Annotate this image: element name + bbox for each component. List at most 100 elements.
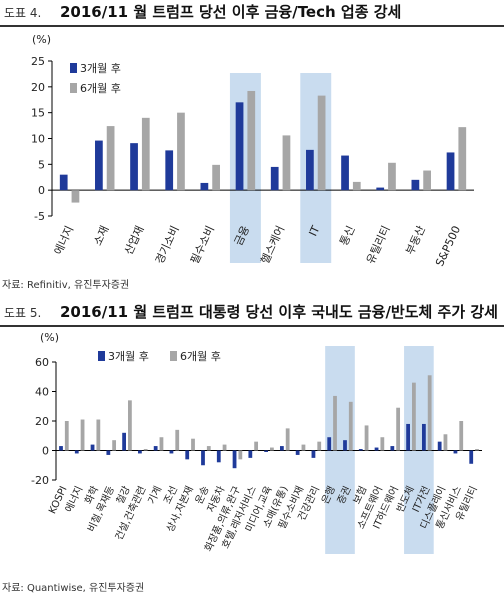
bar-s2-1 — [71, 190, 80, 203]
category-label-11: 부동산 — [403, 224, 428, 257]
bar-s1-17 — [311, 450, 316, 458]
highlight-band-2 — [300, 73, 332, 263]
bar-s1-3 — [90, 444, 95, 451]
bar-s1-22 — [390, 446, 395, 451]
bar-s2-27 — [475, 449, 479, 451]
bar-s2-19 — [348, 401, 353, 451]
bar-s1-10 — [376, 187, 385, 191]
bar-s2-12 — [458, 127, 467, 191]
bar-s1-1 — [59, 174, 68, 191]
figure-4-label: 도표 4. — [4, 6, 42, 20]
bar-s2-5 — [212, 164, 220, 191]
y-tick-label-0: -20 — [31, 474, 49, 487]
figure-4-source: 자료: Refinitiv, 유진투자증권 — [2, 280, 130, 291]
y-tick-label-4: 15 — [31, 107, 45, 120]
category-label-1: 에너지 — [52, 224, 77, 257]
bar-s2-5 — [128, 400, 132, 451]
figure-5-title-bar: 도표 5. 2016/11 월 트럼프 대통령 당선 이후 국내도 금융/반도체… — [0, 300, 504, 326]
category-label-3: 산업재 — [122, 224, 147, 257]
bar-s2-2 — [106, 126, 115, 191]
bar-s1-11 — [216, 450, 221, 463]
category-label-9: 통신 — [337, 224, 357, 248]
bar-s2-6 — [143, 449, 148, 451]
bar-s2-11 — [222, 444, 227, 451]
bar-s2-13 — [254, 441, 259, 451]
legend-swatch-2 — [170, 351, 177, 361]
bar-s2-20 — [364, 425, 369, 451]
bar-s2-14 — [270, 447, 274, 451]
legend-label-1: 3개월 후 — [108, 350, 149, 363]
bar-s2-3 — [141, 117, 150, 191]
bar-s2-1 — [64, 421, 69, 451]
bar-s1-26 — [453, 450, 458, 454]
bar-s2-21 — [380, 437, 385, 451]
bar-s1-12 — [232, 450, 237, 469]
bar-s2-6 — [247, 90, 256, 191]
bar-s1-12 — [446, 152, 455, 191]
legend-swatch-1 — [98, 351, 105, 361]
bar-s1-1 — [59, 446, 63, 451]
y-tick-label-5: 20 — [31, 81, 45, 94]
bar-s1-25 — [437, 441, 442, 451]
chart-korea-sector-returns: -200204060(%)KOSPI에너지화학비철,목재등철강건설,건축관련기계… — [31, 331, 482, 554]
legend-label-2: 6개월 후 — [180, 350, 221, 363]
category-label-4: 경기소비 — [153, 224, 182, 266]
bar-s2-15 — [285, 428, 290, 451]
bar-s1-5 — [122, 432, 126, 451]
bar-s1-9 — [185, 450, 190, 460]
bar-s1-23 — [406, 423, 410, 451]
figure-4-title-bar: 도표 4. 2016/11 월 트럼프 당선 이후 금융/Tech 업종 강세 — [0, 0, 504, 26]
figure-4-title-rule — [0, 25, 504, 27]
bar-s1-10 — [201, 450, 205, 466]
bar-s1-20 — [358, 449, 363, 451]
category-label-7: 헬스케어 — [258, 224, 287, 266]
bar-s1-14 — [264, 450, 268, 452]
legend-swatch-1 — [70, 63, 77, 73]
bar-s1-13 — [248, 450, 253, 458]
bar-s2-3 — [96, 419, 101, 451]
bar-s1-4 — [106, 450, 111, 455]
legend-label-2: 6개월 후 — [80, 82, 121, 95]
y-tick-label-1: 0 — [42, 445, 49, 458]
category-label-5: 필수소비 — [188, 224, 217, 266]
bar-s2-11 — [423, 170, 431, 191]
bar-s1-2 — [74, 450, 79, 454]
bar-s2-9 — [191, 438, 195, 451]
bar-s1-7 — [153, 446, 158, 451]
figure-5-title-rule — [0, 325, 504, 327]
bar-s2-10 — [206, 446, 211, 451]
bar-s2-17 — [317, 441, 322, 451]
y-tick-label-3: 10 — [31, 133, 45, 146]
bar-s2-24 — [427, 375, 432, 451]
legend-swatch-2 — [70, 83, 77, 93]
bar-s1-6 — [137, 450, 142, 454]
bar-s2-4 — [112, 440, 117, 451]
bar-s1-21 — [374, 447, 379, 451]
bar-s1-9 — [341, 155, 349, 191]
bar-s2-2 — [80, 419, 85, 451]
figure-4-title: 2016/11 월 트럼프 당선 이후 금융/Tech 업종 강세 — [60, 3, 402, 21]
bar-s2-7 — [159, 437, 164, 451]
bar-s1-8 — [169, 450, 174, 454]
y-tick-label-0: -5 — [34, 210, 45, 223]
bar-s1-4 — [165, 150, 174, 191]
bar-s2-8 — [317, 95, 326, 191]
bar-s1-11 — [411, 179, 420, 191]
bar-s2-8 — [175, 429, 180, 451]
figure-4: 도표 4. 2016/11 월 트럼프 당선 이후 금융/Tech 업종 강세 … — [0, 0, 504, 296]
bar-s1-15 — [279, 446, 284, 451]
bar-s2-26 — [459, 421, 464, 451]
bar-s1-16 — [295, 450, 300, 455]
bar-s2-10 — [388, 162, 396, 191]
bar-s1-5 — [200, 182, 209, 191]
bar-s2-18 — [333, 395, 337, 451]
bar-s1-7 — [270, 166, 279, 191]
y-tick-label-6: 25 — [31, 55, 45, 68]
category-label-12: S&P500 — [433, 224, 463, 269]
bar-s2-22 — [396, 407, 401, 451]
figure-5: 도표 5. 2016/11 월 트럼프 대통령 당선 이후 국내도 금융/반도체… — [0, 300, 504, 594]
figure-5-source: 자료: Quantiwise, 유진투자증권 — [2, 583, 145, 594]
bar-s1-19 — [343, 440, 347, 451]
category-label-7: 기계 — [146, 484, 165, 506]
